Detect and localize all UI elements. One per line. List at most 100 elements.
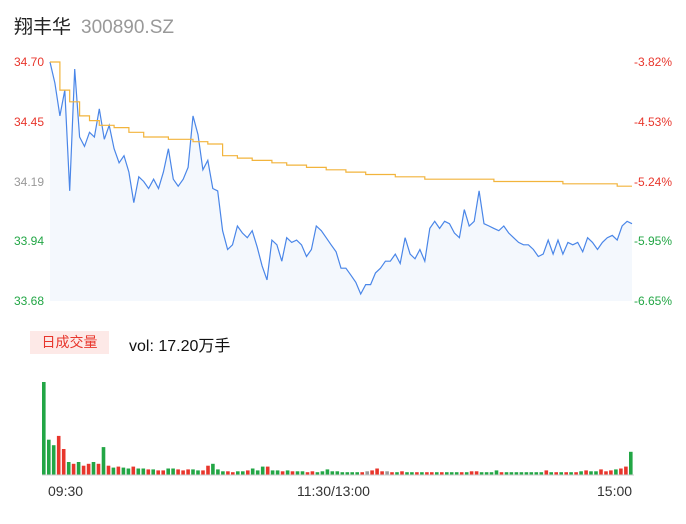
y-tick-right: -5.24% [633, 174, 672, 189]
volume-bar [216, 469, 220, 475]
volume-bar [191, 469, 195, 475]
volume-bar [201, 470, 205, 476]
volume-bar [594, 471, 598, 475]
volume-bar [96, 463, 101, 475]
volume-bar [71, 463, 76, 475]
volume-badge: 日成交量 [30, 331, 109, 354]
volume-bar [136, 468, 141, 475]
volume-bar [574, 472, 578, 475]
average-line-group [50, 61, 632, 187]
volume-bar [300, 471, 305, 475]
volume-bar [579, 471, 583, 475]
volume-bar [569, 472, 573, 475]
volume-bar [260, 466, 265, 475]
average-price-line [50, 61, 632, 187]
volume-bar [410, 472, 414, 475]
y-tick-left: 34.70 [14, 55, 45, 69]
volume-bar [360, 472, 364, 475]
y-tick-left: 33.94 [14, 234, 45, 249]
volume-bar [345, 472, 350, 475]
volume-bar [499, 472, 504, 475]
volume-bar [440, 472, 444, 475]
volume-bar [629, 451, 633, 476]
volume-bar [330, 471, 335, 475]
y-tick-right: -3.82% [633, 55, 672, 69]
volume-bar [265, 466, 270, 475]
volume-bar [231, 472, 235, 475]
volume-bar [325, 469, 330, 475]
volume-bar [534, 472, 539, 475]
volume-bar [51, 445, 56, 475]
volume-bar [76, 462, 81, 475]
volume-bar [141, 468, 146, 475]
volume-bar [420, 472, 424, 475]
volume-bar [370, 470, 374, 476]
volume-bar [310, 471, 315, 475]
volume-bar [519, 472, 524, 475]
volume-bar [524, 472, 529, 475]
volume-bar [236, 471, 240, 475]
volume-bar [400, 471, 404, 475]
volume-bar [544, 470, 549, 476]
volume-bar [395, 472, 399, 475]
volume-bar [350, 472, 354, 475]
volume-bar [305, 472, 310, 475]
volume-bar [435, 472, 439, 475]
price-line [49, 61, 633, 296]
volume-bar [126, 468, 131, 475]
volume-bar [484, 472, 489, 475]
volume-bar [494, 470, 499, 476]
volume-bar [469, 471, 474, 475]
stock-code: 300890.SZ [81, 17, 174, 38]
volume-bars [42, 382, 633, 476]
volume-bar [564, 472, 568, 475]
volume-bar [549, 472, 553, 475]
x-tick-close: 15:00 [597, 483, 633, 499]
volume-bar [211, 463, 215, 475]
price-area [50, 62, 632, 301]
volume-bar [101, 447, 106, 475]
volume-bar [619, 468, 623, 475]
volume-bar [489, 472, 494, 475]
volume-bar [250, 468, 255, 475]
volume-bar [430, 472, 434, 475]
volume-bar [529, 472, 534, 475]
x-tick-midday: 11:30/13:00 [297, 483, 370, 499]
volume-bar [504, 472, 509, 475]
y-tick-left: 33.68 [14, 294, 45, 308]
volume-bar [405, 472, 409, 475]
volume-bar [161, 470, 165, 476]
volume-bar [151, 469, 155, 475]
volume-bar [290, 471, 295, 475]
volume-bar [196, 470, 200, 476]
volume-bar [315, 472, 320, 475]
volume-bar [624, 466, 628, 475]
volume-bar [479, 472, 484, 475]
volume-bar [116, 466, 121, 475]
volume-bar [166, 468, 170, 475]
volume-bar [86, 463, 91, 475]
y-tick-left: 34.45 [14, 114, 45, 129]
volume-bar [449, 472, 454, 475]
volume-bar [474, 471, 479, 475]
volume-bar [131, 466, 136, 475]
volume-bar [584, 470, 588, 476]
volume-bar [614, 469, 618, 475]
volume-bar [559, 472, 563, 475]
volume-bar [66, 462, 71, 475]
volume-bar [270, 470, 275, 476]
volume-bar [375, 468, 379, 475]
volume-bar [241, 471, 245, 475]
volume-bar [445, 472, 449, 475]
volume-bar [111, 467, 116, 475]
volume-bar [320, 471, 325, 475]
volume-bar [61, 449, 66, 475]
volume-bar [464, 472, 469, 475]
volume-bar [81, 465, 86, 475]
volume-bar [385, 471, 389, 475]
volume-bar [539, 472, 544, 475]
volume-bar [181, 470, 185, 476]
volume-bar [246, 470, 250, 476]
volume-label: vol: 17.20万手 [129, 338, 231, 355]
volume-bar [514, 472, 519, 475]
